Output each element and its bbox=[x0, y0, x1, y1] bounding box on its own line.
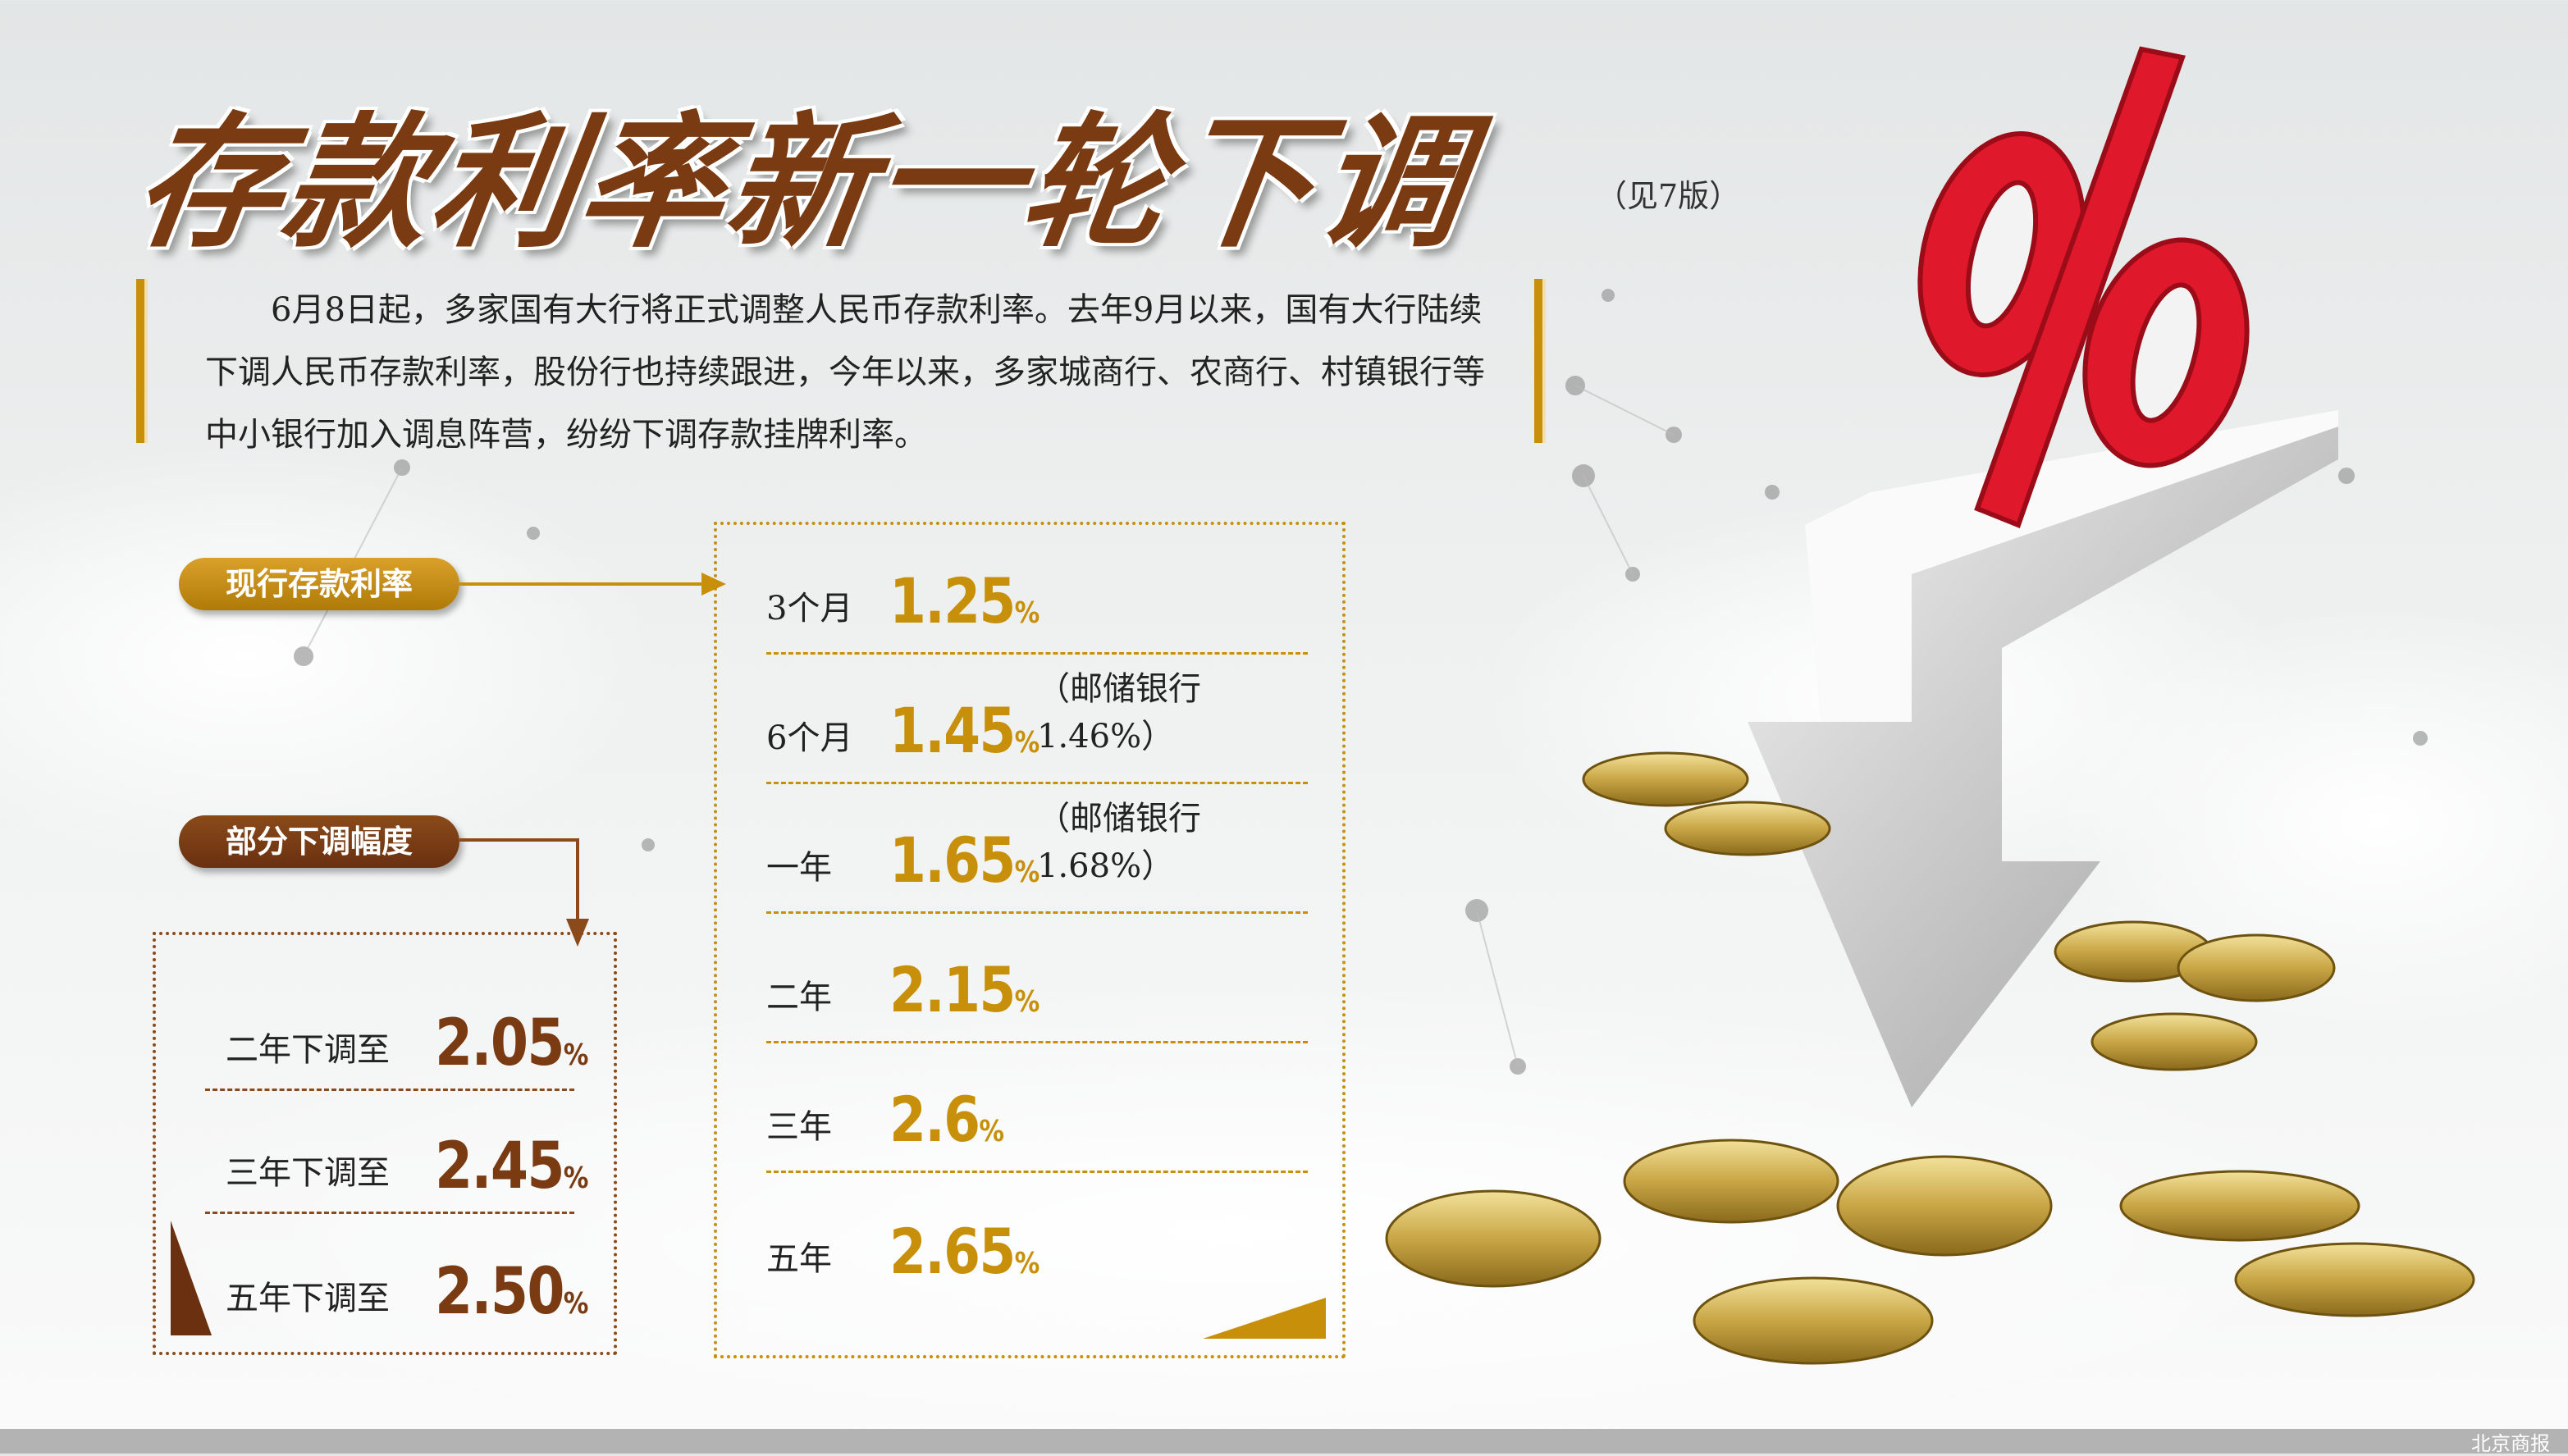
cut-label: 二年下调至 bbox=[226, 1031, 390, 1069]
corner-triangle bbox=[1203, 1298, 1326, 1339]
term-label: 五年 bbox=[766, 1240, 832, 1278]
percent-sign-graphic bbox=[1917, 46, 2250, 528]
cut-label: 三年下调至 bbox=[226, 1154, 390, 1192]
rate-value: 1.45% bbox=[889, 694, 1040, 767]
arrow-line bbox=[459, 838, 579, 842]
term-label: 三年 bbox=[766, 1108, 832, 1146]
term-label: 3个月 bbox=[766, 590, 853, 628]
source-label: 北京商报 bbox=[2471, 1432, 2550, 1455]
rate-value: 1.65% bbox=[889, 824, 1040, 897]
rate-row: 3个月 1.25% bbox=[766, 525, 1308, 655]
rate-row: 五年 2.65% bbox=[766, 1173, 1308, 1303]
cut-row: 二年下调至 2.05% bbox=[205, 968, 588, 1091]
cut-row: 三年下调至 2.45% bbox=[205, 1091, 588, 1214]
gold-bar-left bbox=[136, 279, 148, 443]
page-title: 存款利率新一轮下调 bbox=[126, 99, 1479, 267]
rate-value: 2.6% bbox=[889, 1083, 1004, 1156]
rate-value: 2.65% bbox=[889, 1215, 1040, 1288]
coins-graphic bbox=[1385, 751, 2475, 1365]
rate-value: 1.25% bbox=[889, 564, 1040, 637]
rate-note: （邮储银行1.68%） bbox=[1037, 800, 1201, 885]
rate-row: 6个月 1.45% （邮储银行1.46%） bbox=[766, 655, 1308, 784]
corner-triangle bbox=[171, 1221, 212, 1335]
cut-label: 五年下调至 bbox=[226, 1280, 390, 1317]
rate-row: 一年 1.65% （邮储银行1.68%） bbox=[766, 784, 1308, 914]
rate-note: （邮储银行1.46%） bbox=[1037, 670, 1201, 755]
rate-row: 二年 2.15% bbox=[766, 914, 1308, 1043]
arrow-line bbox=[459, 582, 706, 586]
footer-bar: 北京商报 bbox=[0, 1429, 2568, 1455]
current-rates-box: 3个月 1.25% 6个月 1.45% （邮储银行1.46%） 一年 1.65% （邮储银… bbox=[714, 522, 1346, 1358]
term-label: 6个月 bbox=[766, 719, 853, 757]
rate-row: 三年 2.6% bbox=[766, 1043, 1308, 1173]
see-page-note: （见7版） bbox=[1596, 178, 1741, 214]
gold-bar-right bbox=[1534, 279, 1546, 443]
cuts-box: 二年下调至 2.05% 三年下调至 2.45% 五年下调至 2.50% bbox=[153, 932, 617, 1355]
cuts-pill: 部分下调幅度 bbox=[179, 815, 459, 868]
cut-row: 五年下调至 2.50% bbox=[205, 1214, 588, 1337]
arrow-line bbox=[576, 838, 579, 920]
cut-value: 2.05% bbox=[435, 1006, 588, 1080]
term-label: 一年 bbox=[766, 849, 832, 887]
current-rates-pill: 现行存款利率 bbox=[179, 558, 459, 610]
rate-value: 2.15% bbox=[889, 953, 1040, 1026]
down-arrow-graphic bbox=[1748, 410, 2338, 1107]
cut-value: 2.45% bbox=[435, 1130, 588, 1203]
intro-paragraph: 6月8日起，多家国有大行将正式调整人民币存款利率。去年9月以来，国有大行陆续下调… bbox=[205, 291, 1485, 454]
cut-value: 2.50% bbox=[435, 1255, 588, 1329]
term-label: 二年 bbox=[766, 979, 832, 1016]
